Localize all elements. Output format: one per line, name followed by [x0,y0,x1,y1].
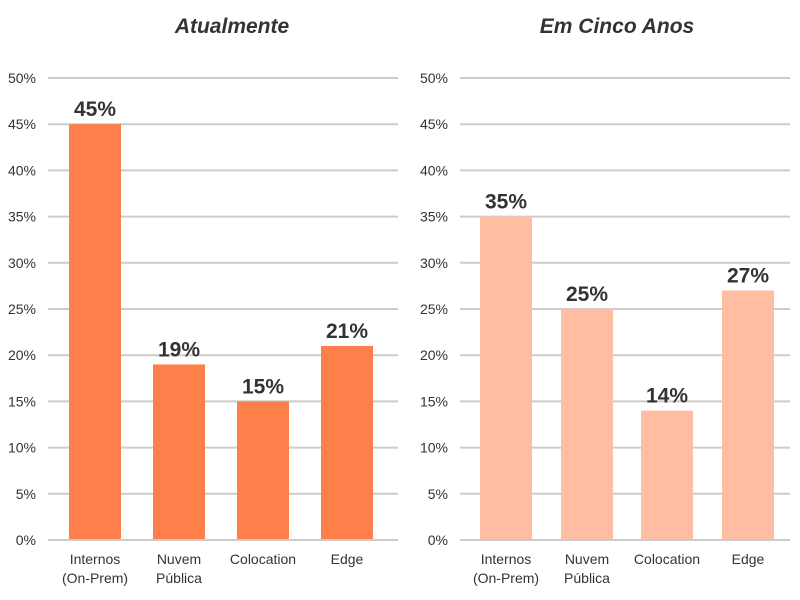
data-label: 19% [158,338,200,361]
y-tick-label: 20% [420,347,448,363]
y-tick-label: 15% [420,393,448,409]
chart-panel-0: Atualmente 0% 5% 10% 15% 20% 25% 30% 35% 40% 45% 50… [8,15,398,586]
y-tick-label: 40% [420,162,448,178]
x-category-label: Edge [732,551,765,567]
data-label: 14% [646,385,688,408]
x-category-label: Colocation [230,551,296,567]
y-tick-label: 10% [8,440,36,456]
y-tick-label: 10% [420,440,448,456]
chart-panel-1: Em Cinco Anos 0% 5% 10% 15% 20% 25% 30% 35% 40% 45… [420,15,790,586]
bar [237,401,289,539]
data-label: 25% [566,283,608,306]
bar [480,216,532,539]
data-label: 21% [326,320,368,343]
y-tick-label: 15% [8,393,36,409]
x-category-label: Pública [156,570,202,586]
data-label: 15% [242,375,284,398]
y-tick-label: 30% [8,255,36,271]
y-tick-label: 5% [16,486,36,502]
y-tick-label: 25% [8,301,36,317]
y-tick-label: 0% [16,532,36,548]
x-category-label: (On-Prem) [62,570,128,586]
chart-title: Atualmente [174,15,290,38]
x-category-label: Pública [564,570,610,586]
bar [153,364,205,539]
bar [321,345,373,539]
y-tick-label: 30% [420,255,448,271]
y-tick-label: 35% [8,209,36,225]
y-tick-label: 20% [8,347,36,363]
y-tick-label: 40% [8,162,36,178]
x-category-label: Nuvem [565,551,609,567]
y-tick-label: 45% [8,116,36,132]
data-label: 35% [485,191,527,214]
data-label: 45% [74,98,116,121]
chart-title: Em Cinco Anos [540,15,694,38]
y-tick-label: 35% [420,209,448,225]
bar [561,309,613,539]
y-tick-label: 50% [420,70,448,86]
bar [722,290,774,539]
data-label: 27% [727,265,769,288]
y-tick-label: 45% [420,116,448,132]
y-tick-label: 25% [420,301,448,317]
x-category-label: Colocation [634,551,700,567]
x-category-label: Internos [481,551,532,567]
y-tick-label: 50% [8,70,36,86]
x-category-label: Internos [70,551,121,567]
x-category-label: Nuvem [157,551,201,567]
y-tick-label: 5% [428,486,448,502]
y-tick-label: 0% [428,532,448,548]
bar [69,124,121,539]
x-category-label: Edge [331,551,364,567]
bar [641,410,693,539]
x-category-label: (On-Prem) [473,570,539,586]
